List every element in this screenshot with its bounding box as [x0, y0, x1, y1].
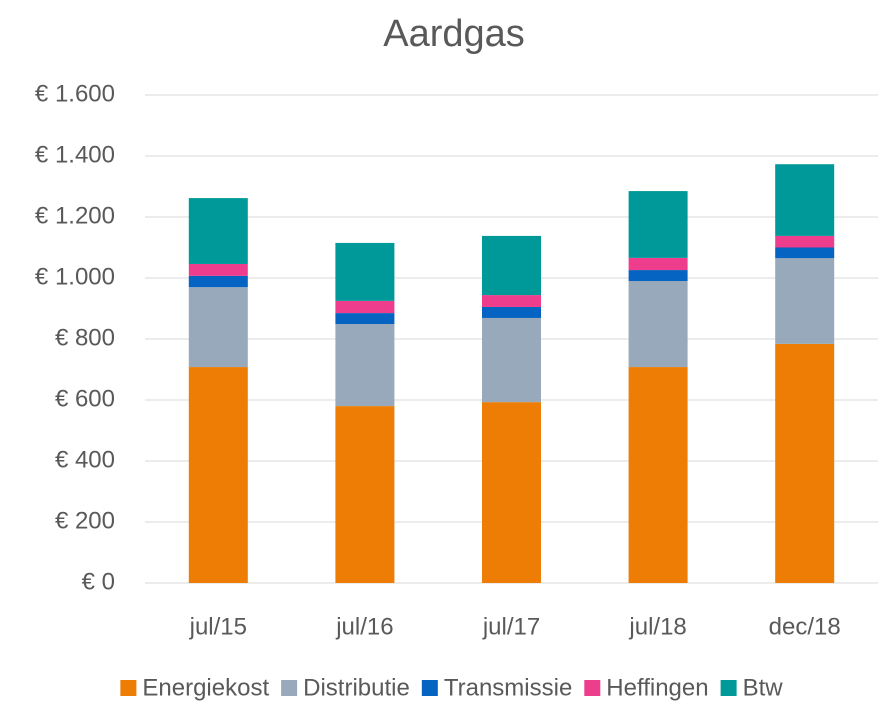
bar-segment: [775, 247, 835, 259]
legend-label: Transmissie: [444, 674, 572, 701]
y-tick-label: € 1.000: [35, 263, 115, 290]
x-tick-label: jul/18: [628, 613, 686, 640]
bar-segment: [188, 198, 248, 264]
y-tick-label: € 400: [55, 446, 115, 473]
bar-segment: [628, 191, 688, 258]
legend-label: Heffingen: [606, 674, 708, 701]
bar-segment: [482, 402, 541, 583]
bar-segment: [628, 270, 688, 282]
bar-segment: [482, 295, 541, 307]
bar-segment: [628, 281, 688, 368]
bar-segment: [482, 317, 541, 403]
bar-segment: [775, 164, 835, 236]
x-tick-label: jul/16: [335, 613, 393, 640]
y-tick-label: € 1.200: [35, 202, 115, 229]
bar-segment: [335, 242, 395, 301]
bar-segment: [775, 343, 835, 583]
y-tick-label: € 800: [55, 324, 115, 351]
bar-segment: [482, 235, 541, 296]
bar-segment: [188, 287, 248, 368]
x-tick-label: dec/18: [769, 613, 841, 640]
y-tick-label: € 1.600: [35, 80, 115, 107]
legend-label: Distributie: [303, 674, 410, 701]
bar-segment: [628, 257, 688, 271]
legend-swatch: [421, 680, 438, 696]
x-tick-label: jul/15: [189, 613, 247, 640]
legend-swatch: [120, 680, 137, 696]
legend-swatch: [720, 680, 737, 696]
y-tick-label: € 0: [82, 568, 115, 595]
bar-segment: [775, 235, 835, 248]
x-tick-label: jul/17: [482, 613, 540, 640]
bar-segment: [775, 258, 835, 344]
y-tick-label: € 200: [55, 507, 115, 534]
bar-segment: [188, 263, 248, 276]
bar-segment: [482, 306, 541, 318]
legend-swatch: [281, 680, 298, 696]
legend-label: Energiekost: [142, 674, 269, 701]
y-tick-label: € 1.400: [35, 141, 115, 168]
bar-segment: [335, 313, 395, 325]
y-tick-label: € 600: [55, 385, 115, 412]
chart-title: Aardgas: [383, 13, 525, 55]
bar-segment: [188, 275, 248, 288]
legend-label: Btw: [743, 674, 784, 701]
bar-segment: [188, 367, 248, 583]
legend-swatch: [584, 680, 601, 696]
bar-segment: [628, 367, 688, 583]
bar-segment: [335, 406, 395, 583]
bar-segment: [335, 300, 395, 314]
bar-segment: [335, 324, 395, 407]
